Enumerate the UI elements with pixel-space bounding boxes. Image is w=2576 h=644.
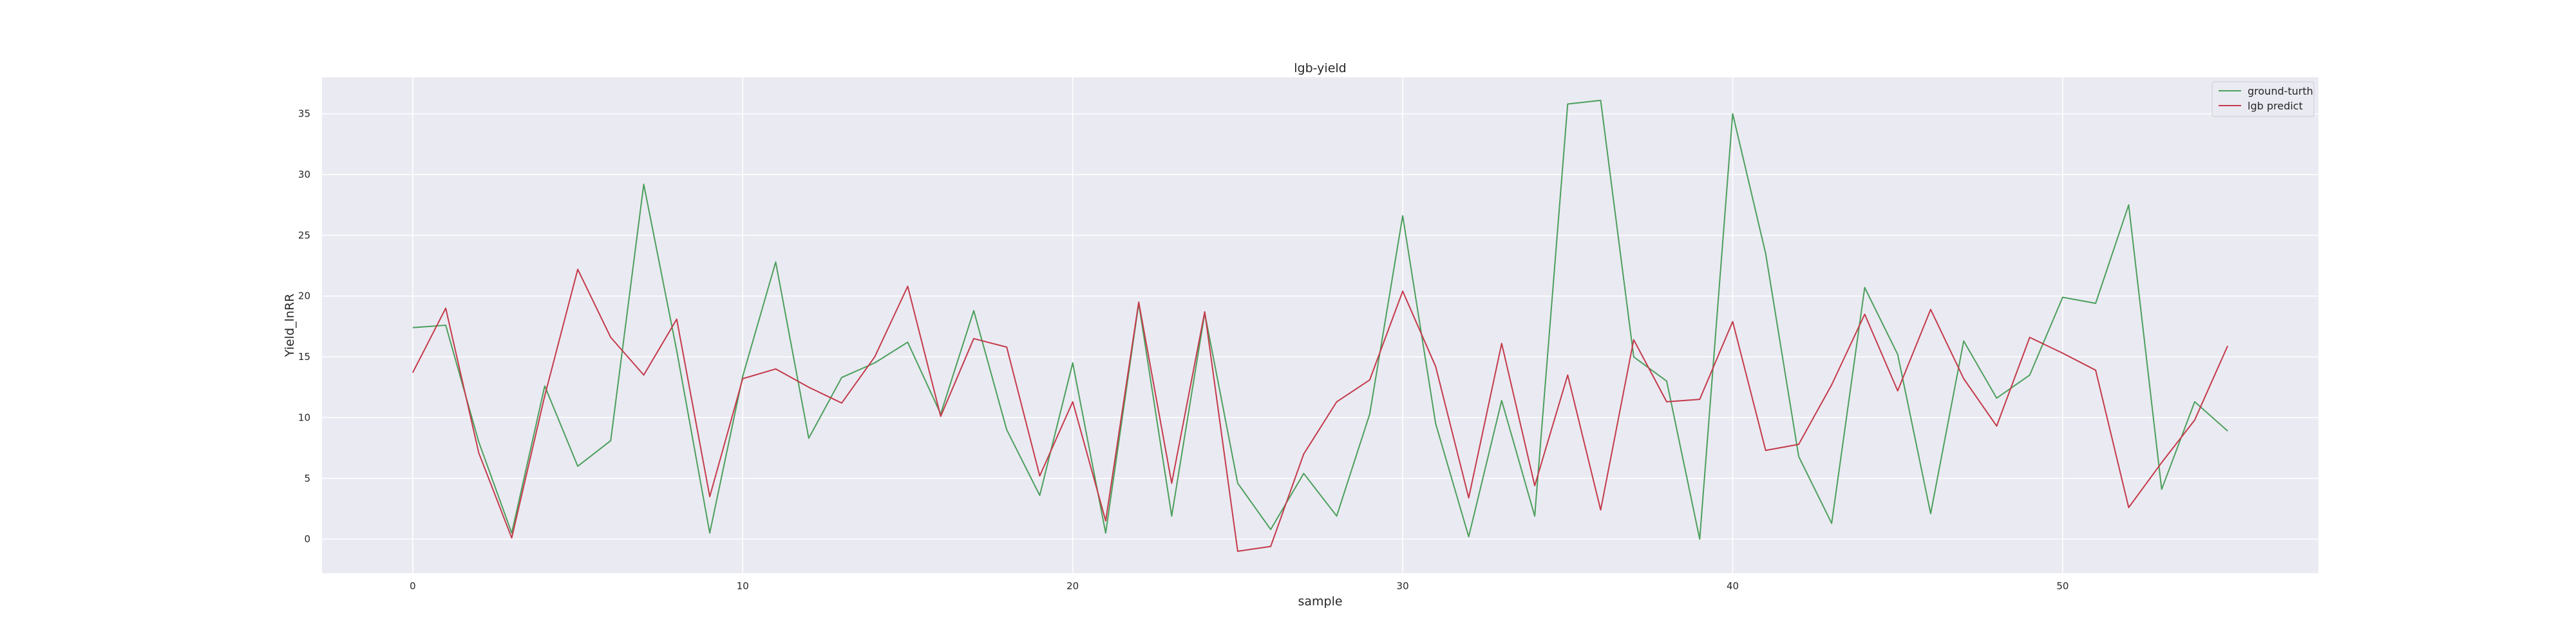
chart-title: lgb-yield (1294, 61, 1346, 75)
y-tick-label: 0 (304, 533, 310, 545)
series-lines (412, 99, 2229, 552)
y-tick-labels: 0 5 10 15 20 25 30 35 (298, 108, 310, 545)
x-tick-label: 20 (1066, 580, 1079, 592)
plot-area (322, 77, 2318, 573)
legend-label-ground-turth: ground-turth (2248, 85, 2313, 97)
legend-label-lgb-predict: lgb predict (2248, 100, 2303, 112)
y-tick-label: 5 (304, 473, 310, 484)
y-tick-label: 20 (298, 290, 310, 302)
x-tick-label: 0 (410, 580, 416, 592)
x-tick-label: 40 (1727, 580, 1739, 592)
x-tick-label: 30 (1397, 580, 1409, 592)
x-tick-label: 50 (2056, 580, 2069, 592)
y-axis-label: Yield_lnRR (283, 294, 297, 357)
legend: ground-turth lgb predict (2211, 81, 2315, 117)
x-tick-label: 10 (737, 580, 749, 592)
y-tick-label: 30 (298, 169, 310, 180)
y-tick-label: 35 (298, 108, 310, 120)
series-line-ground-turth (412, 99, 2228, 540)
x-tick-labels: 0 10 20 30 40 50 (410, 580, 2069, 592)
y-tick-label: 15 (298, 351, 310, 363)
x-axis-label: sample (1298, 594, 1342, 609)
y-tick-label: 25 (298, 229, 310, 241)
y-tick-label: 10 (298, 412, 310, 423)
series-line-lgb-predict (412, 269, 2229, 552)
grid-lines (322, 77, 2318, 573)
